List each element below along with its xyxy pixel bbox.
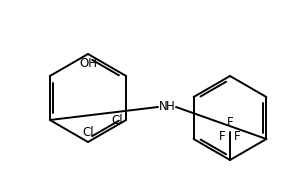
- Text: Cl: Cl: [112, 113, 123, 127]
- Text: F: F: [234, 129, 241, 142]
- Text: F: F: [219, 129, 226, 142]
- Text: F: F: [227, 116, 233, 129]
- Text: OH: OH: [79, 57, 97, 70]
- Text: H: H: [166, 99, 175, 113]
- Text: Cl: Cl: [82, 126, 94, 139]
- Text: N: N: [159, 99, 168, 113]
